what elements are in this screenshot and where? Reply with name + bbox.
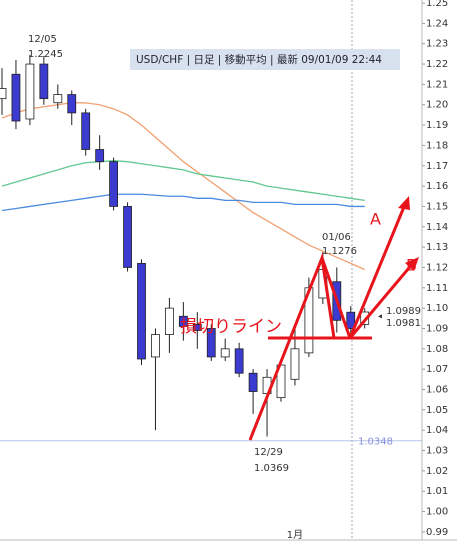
stop-label: 損切りライン — [180, 317, 282, 337]
y-tick-label: 1.23 — [426, 39, 448, 50]
last-price: 1.0981 — [386, 318, 421, 329]
y-tick-label: 1.06 — [426, 384, 448, 395]
arrow-b — [348, 261, 416, 339]
candle-body — [346, 311, 356, 329]
candle-body — [39, 63, 49, 100]
arrow-head — [398, 196, 410, 210]
arrow-label: A — [370, 210, 381, 229]
y-tick-label: 1.05 — [426, 405, 448, 416]
y-tick-label: 1.08 — [426, 344, 448, 355]
moving-average — [1, 102, 365, 271]
candle-body — [11, 73, 21, 122]
y-tick-label: 1.13 — [426, 242, 448, 253]
candle-body — [192, 324, 202, 331]
candle-body — [95, 149, 105, 163]
y-tick-label: 1.10 — [426, 303, 448, 314]
y-tick-label: 1.20 — [426, 100, 448, 111]
drawn-lines — [248, 196, 419, 441]
plot — [0, 0, 425, 540]
y-tick-label: 1.15 — [426, 201, 448, 212]
candle-body — [248, 372, 258, 392]
annotation-label: 1.0369 — [254, 463, 289, 474]
arrow-a — [348, 201, 408, 339]
candle-body — [123, 206, 132, 268]
y-tick-label: 1.01 — [426, 486, 448, 497]
moving-average — [1, 193, 365, 212]
y-tick-label: 1.24 — [426, 18, 448, 29]
y-tick-label: 1.09 — [426, 323, 448, 334]
candle-body — [53, 94, 63, 104]
candle-body — [25, 63, 35, 120]
y-tick-label: 1.18 — [426, 140, 448, 151]
moving-average — [1, 160, 365, 201]
y-tick-label: 1.02 — [426, 466, 448, 477]
candle-body — [178, 315, 188, 327]
arrow-label: B — [406, 256, 417, 275]
chart-title: USD/CHF | 日足 | 移動平均 | 最新 09/01/09 22:44 — [136, 53, 382, 66]
annotation-label: 1.1276 — [322, 246, 357, 257]
y-tick-label: 1.19 — [426, 120, 448, 131]
y-tick-label: 1.14 — [426, 222, 448, 233]
candle-body — [234, 348, 244, 374]
candle-body — [151, 334, 160, 358]
last-price: 1.0989 — [386, 306, 421, 317]
annotation-date: 01/06 — [322, 232, 351, 243]
title-box — [130, 49, 400, 70]
y-tick-label: 1.07 — [426, 364, 448, 375]
y-tick-label: 1.21 — [426, 79, 448, 90]
candle-body — [0, 88, 7, 100]
candle-body — [164, 307, 174, 335]
annotation-label: 1.2245 — [28, 49, 63, 60]
candle-body — [360, 311, 370, 325]
candle-body — [67, 94, 77, 114]
y-tick-label: 0.99 — [426, 527, 448, 538]
candle-body — [137, 262, 146, 360]
y-tick-label: 1.12 — [426, 262, 448, 273]
candle-body — [109, 161, 118, 207]
annotation-date: 12/29 — [254, 447, 283, 458]
price-marker: ◂ — [378, 312, 382, 321]
level-label: 1.0348 — [358, 437, 393, 448]
y-tick-label: 1.04 — [426, 425, 448, 436]
drawn-path — [320, 257, 352, 339]
candle-body — [290, 348, 300, 380]
candle-body — [206, 328, 216, 358]
candle-body — [81, 112, 91, 150]
y-tick-label: 1.22 — [426, 59, 448, 70]
y-tick-label: 1.25 — [426, 0, 448, 9]
y-tick-label: 1.17 — [426, 161, 448, 172]
y-tick-label: 1.00 — [426, 507, 448, 518]
y-tick-label: 1.11 — [426, 283, 448, 294]
arrow-head — [405, 257, 419, 271]
x-tick-label: 1月 — [287, 529, 303, 541]
annotation-date: 12/05 — [28, 34, 57, 45]
y-tick-label: 1.16 — [426, 181, 448, 192]
candle-body — [220, 348, 230, 358]
y-tick-label: 1.03 — [426, 446, 448, 457]
